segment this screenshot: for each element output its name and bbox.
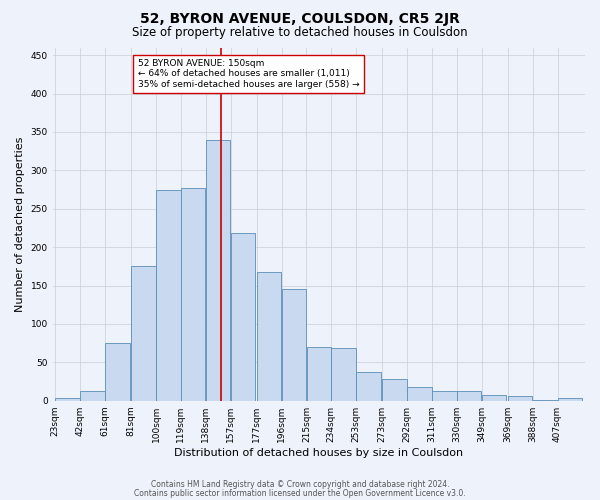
Bar [181,188,205,400]
Bar [282,290,306,401]
Bar [80,392,105,400]
Bar [331,348,356,401]
Bar [231,232,255,400]
Bar [131,266,156,400]
Y-axis label: Number of detached properties: Number of detached properties [15,136,25,312]
Bar [407,387,432,400]
Text: Size of property relative to detached houses in Coulsdon: Size of property relative to detached ho… [132,26,468,39]
Bar [432,392,457,400]
Bar [105,343,130,400]
Bar [482,396,506,400]
Bar [307,347,331,401]
Bar [257,272,281,400]
Bar [558,398,582,400]
Bar [382,379,407,400]
Text: Contains HM Land Registry data © Crown copyright and database right 2024.: Contains HM Land Registry data © Crown c… [151,480,449,489]
Bar [55,398,80,400]
Text: 52 BYRON AVENUE: 150sqm
← 64% of detached houses are smaller (1,011)
35% of semi: 52 BYRON AVENUE: 150sqm ← 64% of detache… [137,59,359,89]
Bar [156,190,181,400]
Bar [508,396,532,400]
Text: 52, BYRON AVENUE, COULSDON, CR5 2JR: 52, BYRON AVENUE, COULSDON, CR5 2JR [140,12,460,26]
Bar [457,390,481,400]
X-axis label: Distribution of detached houses by size in Coulsdon: Distribution of detached houses by size … [174,448,463,458]
Text: Contains public sector information licensed under the Open Government Licence v3: Contains public sector information licen… [134,488,466,498]
Bar [206,140,230,400]
Bar [356,372,381,400]
